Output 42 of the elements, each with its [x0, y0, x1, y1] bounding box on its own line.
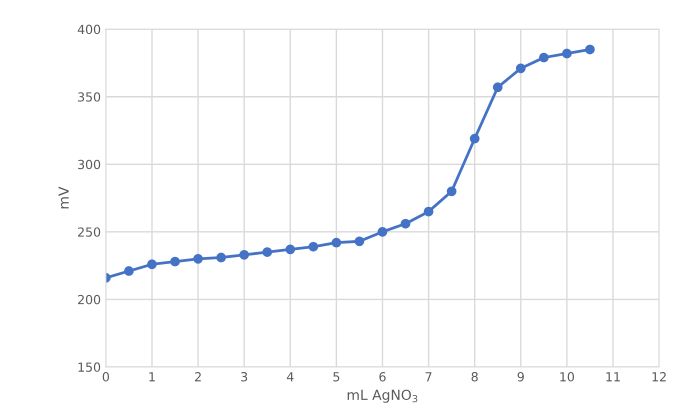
point — [516, 64, 526, 74]
x-tick-label: 1 — [149, 372, 155, 382]
y-tick-label: 250 — [78, 227, 100, 237]
point — [354, 236, 364, 246]
point — [170, 256, 180, 266]
point — [285, 244, 296, 254]
x-tick-label: 10 — [560, 372, 574, 382]
y-tick-label: 200 — [78, 294, 100, 304]
x-tick-label: 2 — [195, 372, 201, 382]
x-tick-label: 7 — [426, 372, 432, 382]
x-tick-label: 11 — [606, 372, 620, 382]
x-tick-label: 12 — [652, 372, 666, 382]
y-tick-label: 300 — [78, 160, 100, 170]
x-tick-label: 0 — [102, 372, 110, 382]
x-tick-label: 8 — [472, 372, 478, 382]
point — [147, 259, 157, 270]
point — [400, 218, 410, 229]
x-axis-title: mL AgNO$_{3}$ — [348, 390, 418, 403]
point — [562, 48, 572, 58]
y-tick-label: 150 — [78, 362, 100, 372]
point — [446, 186, 456, 196]
point — [492, 82, 503, 92]
point — [216, 252, 226, 262]
x-tick-label: 3 — [241, 372, 248, 382]
point — [378, 226, 388, 237]
point — [585, 44, 595, 54]
point — [538, 52, 549, 62]
y-tick-label: 400 — [78, 24, 100, 34]
point — [308, 242, 318, 252]
point — [193, 254, 203, 264]
point — [332, 238, 342, 248]
point — [124, 266, 134, 276]
y-tick-label: 350 — [78, 92, 100, 102]
x-tick-label: 6 — [379, 372, 386, 382]
point — [262, 247, 272, 257]
x-tick-label: 9 — [518, 372, 524, 382]
x-tick-label: 5 — [333, 372, 340, 382]
y-axis-title: mV — [58, 186, 69, 208]
x-tick-label: 4 — [286, 372, 294, 382]
point — [424, 206, 434, 216]
point — [239, 250, 250, 260]
point — [470, 134, 480, 144]
